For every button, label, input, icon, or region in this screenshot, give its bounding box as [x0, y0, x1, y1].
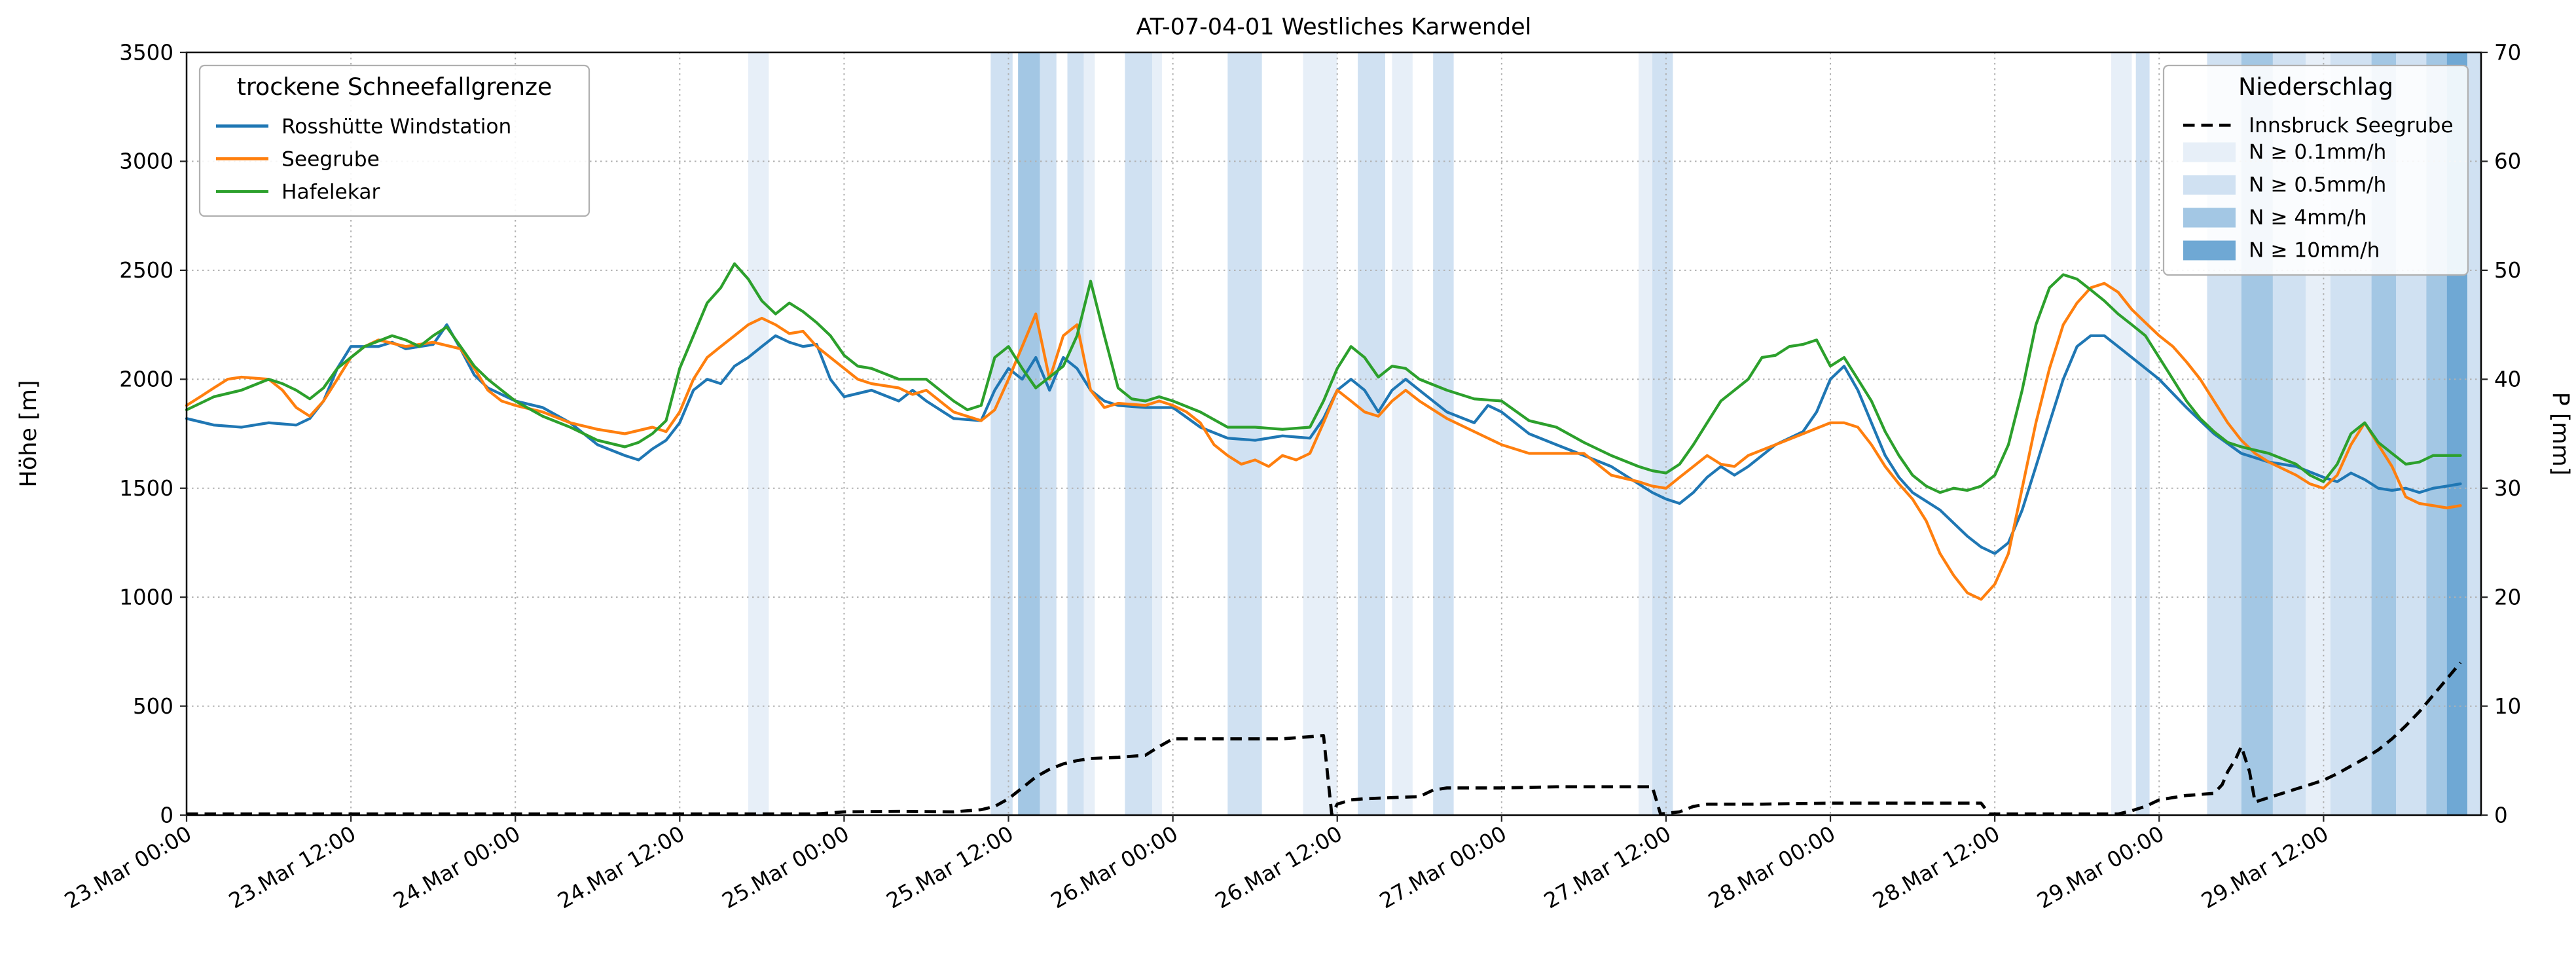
legend-title: trockene Schneefallgrenze [237, 73, 553, 101]
y-tick-label-left: 2500 [119, 258, 173, 283]
legend-label-hafelekar: Hafelekar [281, 180, 380, 204]
precip-band [1652, 52, 1673, 816]
precip-band [990, 52, 1013, 816]
precip-band [1125, 52, 1153, 816]
y-tick-label-left: 3000 [119, 149, 173, 174]
legend-niederschlag: Niederschlag Innsbruck Seegrube N ≥ 0.1m… [2162, 64, 2469, 276]
series-line-rosshuette [185, 323, 2462, 555]
legend-label-n10: N ≥ 10mm/h [2249, 239, 2380, 263]
legend-patch-n05-icon [2183, 175, 2236, 195]
precip-band [1083, 52, 1095, 816]
legend-patch-n4-icon [2183, 208, 2236, 228]
series-layer [185, 262, 2462, 816]
legend-label-seegrube: Seegrube [281, 147, 380, 171]
y-tick-label-left: 1500 [119, 476, 173, 501]
y-axis-label-left: Höhe [m] [16, 380, 42, 488]
precip-band [2467, 52, 2481, 816]
series-line-seegrube [185, 282, 2462, 601]
precip-band [1392, 52, 1413, 816]
y-tick-label-left: 500 [133, 694, 173, 719]
y-tick-label-right: 50 [2494, 258, 2521, 283]
legend-label-n05: N ≥ 0.5mm/h [2249, 173, 2386, 197]
precip-band [2111, 52, 2132, 816]
y-tick-label-left: 2000 [119, 367, 173, 392]
precip-band [1040, 52, 1057, 816]
legend-box [2162, 64, 2469, 276]
precip-band [1433, 52, 1454, 816]
legend-patch-n10-icon [2183, 240, 2236, 261]
chart-title: AT-07-04-01 Westliches Karwendel [1136, 14, 1532, 41]
precip-band [1152, 52, 1162, 816]
legend-schneefallgrenze: trockene Schneefallgrenze Rosshütte Wind… [198, 64, 590, 217]
y-tick-label-right: 60 [2494, 149, 2521, 174]
plot-border [185, 51, 2482, 816]
legend-label-rosshuette: Rosshütte Windstation [281, 115, 511, 138]
y-tick-label-left: 1000 [119, 585, 173, 610]
y-tick-label-right: 70 [2494, 40, 2521, 65]
y-tick-label-right: 10 [2494, 694, 2521, 719]
precip-bands-layer [748, 52, 2481, 816]
y-tick-label-left: 0 [160, 803, 173, 828]
legend-label-n4: N ≥ 4mm/h [2249, 206, 2367, 230]
legend-box [198, 64, 590, 217]
legend-patch-n01-icon [2183, 142, 2236, 162]
series-line-hafelekar [185, 262, 2462, 494]
precip-band [1639, 52, 1653, 816]
precip-band [1227, 52, 1262, 816]
y-tick-label-right: 0 [2494, 803, 2508, 828]
legend-title: Niederschlag [2238, 73, 2393, 101]
y-tick-label-right: 30 [2494, 476, 2521, 501]
y-axis-label-right: P [mm] [2547, 392, 2573, 476]
legend-label-n01: N ≥ 0.1mm/h [2249, 141, 2386, 164]
y-tick-label-right: 40 [2494, 367, 2521, 392]
precip-band [2135, 52, 2150, 816]
precip-band [1018, 52, 1040, 816]
legend-label-innsbruck-seegrube: Innsbruck Seegrube [2249, 114, 2454, 137]
y-tick-label-left: 3500 [119, 40, 173, 65]
precip-line-innsbruck-seegrube [187, 661, 2462, 816]
precip-band [1067, 52, 1084, 816]
y-tick-label-right: 20 [2494, 585, 2521, 610]
precip-band [748, 52, 769, 816]
precip-band [1358, 52, 1385, 816]
